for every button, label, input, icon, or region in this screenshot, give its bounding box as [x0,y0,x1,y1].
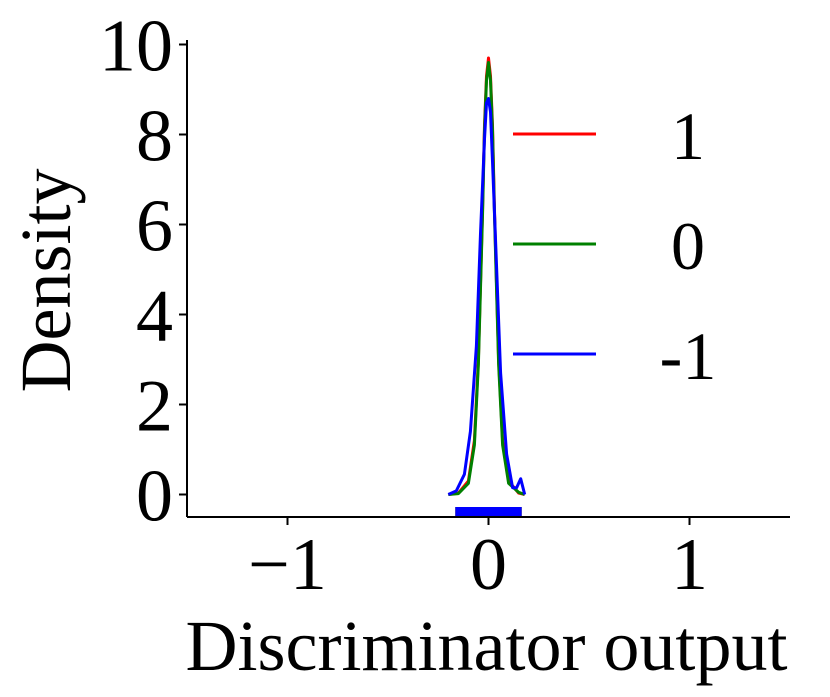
rug-plot [455,507,522,517]
legend-label: -1 [660,318,717,394]
x-tick-label: 1 [671,524,708,606]
legend-label: 1 [671,98,705,174]
y-tick-label: 2 [136,366,173,448]
x-tick-label: −1 [248,524,327,606]
y-tick-label: 10 [99,6,173,88]
x-axis-ticks: −1 0 1 [248,517,708,606]
y-tick-label: 4 [136,276,173,358]
y-tick-label: 6 [136,186,173,268]
legend-label: 0 [671,208,705,284]
y-axis-title: Density [6,169,86,393]
density-curves [447,56,527,496]
x-axis-title: Discriminator output [186,606,788,686]
x-tick-label: 0 [470,524,507,606]
series-line--1 [447,97,527,496]
y-tick-label: 0 [136,456,173,538]
y-tick-label: 8 [136,96,173,178]
series-line-0 [448,61,526,496]
legend: 1 0 -1 [513,98,716,394]
